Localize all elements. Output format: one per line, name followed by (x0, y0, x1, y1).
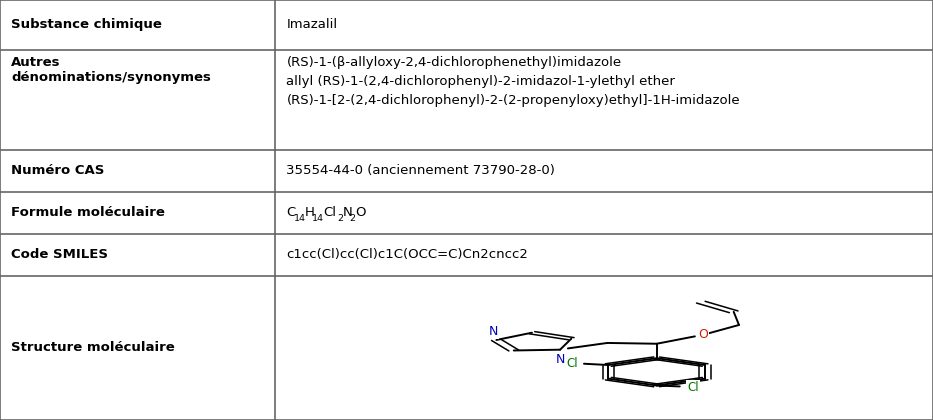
Text: Imazalil: Imazalil (286, 18, 338, 31)
Text: 14: 14 (312, 214, 324, 223)
Text: (RS)-1-(β-allyloxy-2,4-dichlorophenethyl)imidazole
allyl (RS)-1-(2,4-dichlorophe: (RS)-1-(β-allyloxy-2,4-dichlorophenethyl… (286, 56, 740, 107)
Text: Formule moléculaire: Formule moléculaire (11, 206, 165, 219)
Text: O: O (698, 328, 708, 341)
Text: Structure moléculaire: Structure moléculaire (11, 341, 175, 354)
Text: Numéro CAS: Numéro CAS (11, 164, 104, 177)
Text: O: O (355, 206, 366, 219)
Text: 14: 14 (293, 214, 305, 223)
Text: C: C (286, 206, 296, 219)
Text: Autres
dénominations/synonymes: Autres dénominations/synonymes (11, 56, 211, 84)
Text: Code SMILES: Code SMILES (11, 248, 108, 261)
Text: N: N (488, 325, 498, 338)
Text: Substance chimique: Substance chimique (11, 18, 162, 31)
Text: Cl: Cl (566, 357, 578, 370)
Text: 2: 2 (337, 214, 342, 223)
Text: N: N (342, 206, 352, 219)
Text: 2: 2 (350, 214, 355, 223)
Text: N: N (555, 352, 564, 365)
Text: H: H (304, 206, 314, 219)
Text: 35554-44-0 (anciennement 73790-28-0): 35554-44-0 (anciennement 73790-28-0) (286, 164, 555, 177)
Text: Cl: Cl (687, 381, 699, 394)
Text: Cl: Cl (323, 206, 336, 219)
Text: c1cc(Cl)cc(Cl)c1C(OCC=C)Cn2cncc2: c1cc(Cl)cc(Cl)c1C(OCC=C)Cn2cncc2 (286, 248, 528, 261)
